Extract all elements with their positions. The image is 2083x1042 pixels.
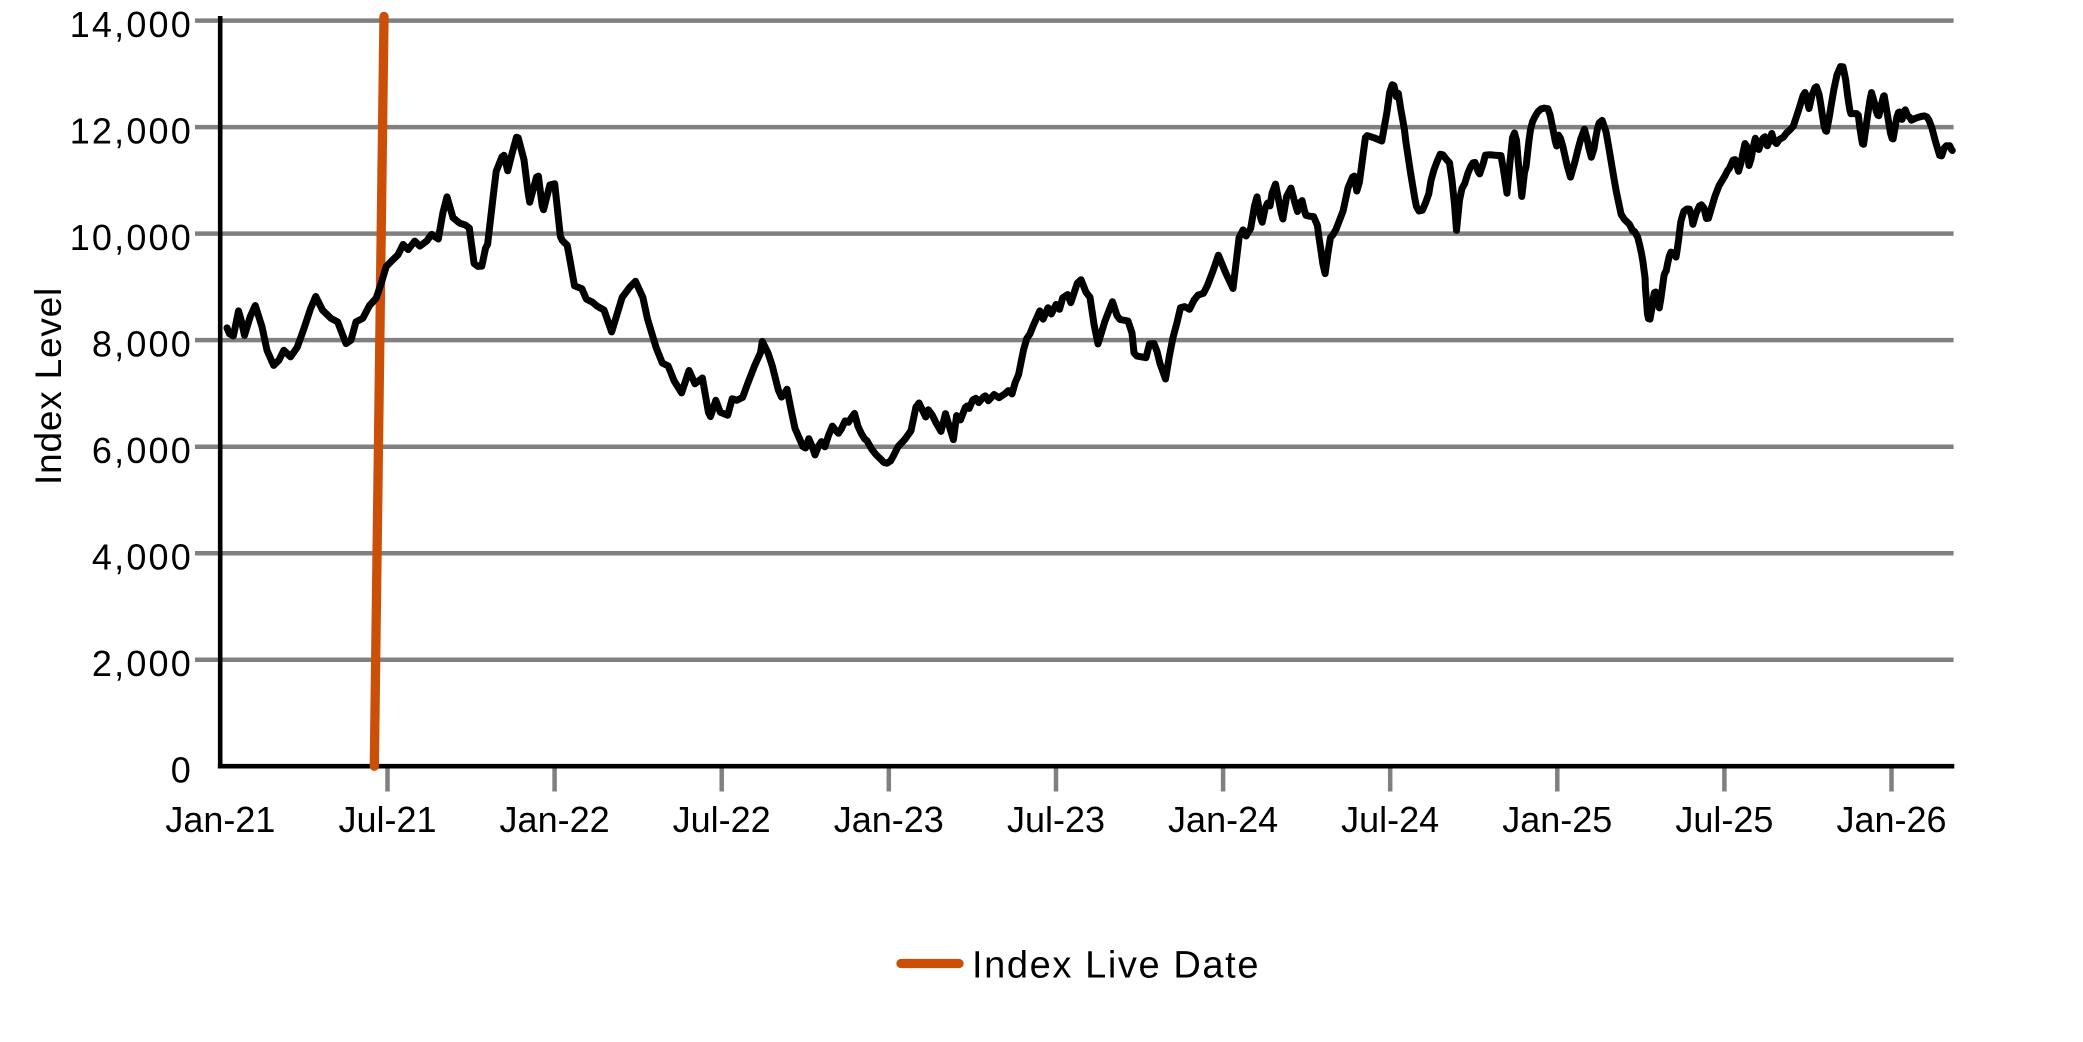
svg-text:Index Live Date: Index Live Date — [972, 945, 1260, 987]
svg-text:Jul-25: Jul-25 — [1675, 799, 1773, 840]
svg-text:12,000: 12,000 — [70, 111, 193, 152]
svg-text:14,000: 14,000 — [70, 4, 193, 45]
svg-text:Jul-22: Jul-22 — [673, 799, 771, 840]
svg-text:10,000: 10,000 — [70, 217, 193, 258]
svg-text:Jan-24: Jan-24 — [1168, 799, 1278, 840]
svg-text:2,000: 2,000 — [92, 643, 193, 684]
svg-text:Jul-24: Jul-24 — [1341, 799, 1439, 840]
svg-text:Jan-23: Jan-23 — [834, 799, 944, 840]
svg-text:8,000: 8,000 — [92, 324, 193, 365]
svg-text:4,000: 4,000 — [92, 537, 193, 578]
svg-text:Jan-22: Jan-22 — [500, 799, 610, 840]
svg-text:Jul-21: Jul-21 — [338, 799, 436, 840]
svg-text:Jul-23: Jul-23 — [1007, 799, 1105, 840]
svg-text:Jan-25: Jan-25 — [1502, 799, 1612, 840]
svg-text:Jan-21: Jan-21 — [165, 799, 275, 840]
svg-text:Index Level: Index Level — [28, 287, 69, 485]
svg-text:0: 0 — [171, 750, 193, 791]
svg-text:Jan-26: Jan-26 — [1836, 799, 1946, 840]
svg-text:6,000: 6,000 — [92, 430, 193, 471]
